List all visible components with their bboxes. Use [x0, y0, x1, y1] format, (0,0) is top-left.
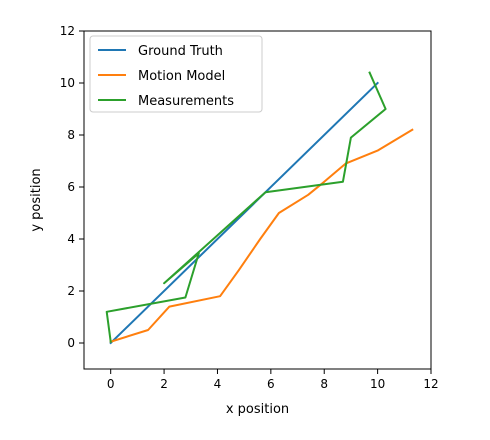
- legend-label-measurements: Measurements: [138, 94, 234, 109]
- y-tick-label: 6: [67, 180, 75, 194]
- legend: Ground Truth Motion Model Measurements: [89, 35, 263, 113]
- y-axis-label: y position: [29, 168, 44, 231]
- x-tick-label: 12: [423, 377, 438, 391]
- x-axis-label: x position: [226, 402, 289, 417]
- x-tick-label: 8: [320, 377, 328, 391]
- legend-label-ground-truth: Ground Truth: [138, 44, 223, 59]
- y-tick-label: 4: [67, 232, 75, 246]
- y-tick-label: 10: [60, 76, 75, 90]
- x-tick-label: 0: [107, 377, 115, 391]
- plot-area-border: [83, 30, 432, 370]
- y-tick-label: 8: [67, 128, 75, 142]
- x-tick-label: 2: [160, 377, 168, 391]
- series-line-motion-model: [109, 128, 414, 343]
- x-tick-label: 6: [267, 377, 275, 391]
- legend-box: [89, 35, 263, 113]
- series-line-ground-truth: [109, 81, 380, 345]
- x-tick-label: 10: [370, 377, 385, 391]
- x-tick-label: 4: [214, 377, 222, 391]
- series-layer: [105, 71, 414, 345]
- y-tick-label: 2: [67, 284, 75, 298]
- axes-frame: [83, 30, 432, 370]
- y-tick-label: 12: [60, 24, 75, 38]
- ticks-layer: 0 2 4 6 8 10 12 0 2 4 6 8 10 12: [60, 24, 439, 391]
- series-line-measurements: [105, 71, 387, 343]
- legend-label-motion-model: Motion Model: [138, 69, 225, 84]
- y-tick-label: 0: [67, 336, 75, 350]
